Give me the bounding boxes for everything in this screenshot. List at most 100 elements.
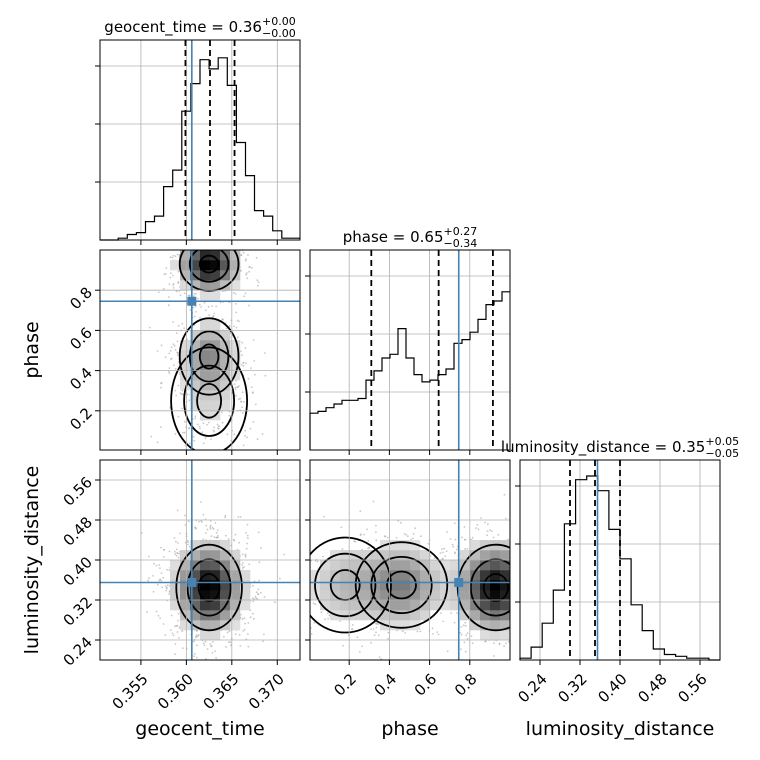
density-cell — [480, 580, 491, 591]
panel-title-phase: phase = 0.65+0.27−0.34 — [343, 225, 478, 250]
scatter-point — [198, 520, 200, 523]
density-cell — [220, 550, 231, 561]
scatter-point — [174, 653, 176, 656]
density-cell — [220, 570, 231, 581]
y-tick-label: 0.56 — [60, 473, 96, 509]
scatter-point — [221, 318, 224, 321]
scatter-point — [155, 564, 158, 567]
scatter-point — [217, 534, 219, 537]
scatter-point — [212, 528, 215, 530]
scatter-point — [263, 633, 265, 636]
x-tick-label: 0.355 — [109, 670, 152, 713]
density-cell — [200, 330, 211, 341]
scatter-point — [490, 530, 493, 532]
density-cell — [490, 550, 501, 561]
scatter-point — [460, 633, 463, 636]
scatter-point — [507, 538, 509, 541]
density-cell — [220, 610, 231, 621]
scatter-point — [453, 522, 456, 525]
density-cell — [360, 580, 371, 591]
density-cell — [370, 550, 381, 561]
histogram-phase — [309, 291, 510, 450]
density-cell — [480, 620, 491, 631]
panel-frame — [99, 249, 301, 451]
contour-line — [310, 536, 392, 634]
density-cell — [200, 580, 211, 591]
y-tick-label: 0.4 — [66, 364, 96, 394]
scatter-point — [213, 536, 216, 538]
scatter-point — [243, 628, 246, 631]
density-cell — [170, 600, 181, 611]
density-cell — [490, 600, 501, 611]
scatter-point — [342, 644, 344, 647]
scatter-point — [244, 429, 247, 432]
scatter-point — [158, 564, 161, 566]
density-cell — [190, 390, 201, 401]
scatter-point — [162, 287, 165, 290]
contour-line — [386, 570, 417, 600]
scatter-point — [264, 374, 267, 377]
scatter-point — [242, 630, 245, 632]
scatter-point — [257, 284, 259, 287]
scatter-point — [196, 644, 198, 647]
density-cell — [470, 620, 481, 631]
scatter-point — [245, 258, 248, 260]
scatter-point — [227, 641, 230, 644]
scatter-point — [183, 327, 186, 330]
scatter-point — [179, 392, 182, 395]
histogram-geocent_time — [100, 57, 300, 241]
scatter-point — [152, 590, 155, 593]
density-cell — [420, 610, 431, 621]
contour-line — [198, 254, 220, 274]
scatter-point — [464, 621, 467, 624]
density-cell — [180, 380, 191, 391]
scatter-point — [188, 399, 191, 402]
contour-line — [314, 552, 377, 618]
scatter-point — [313, 622, 316, 624]
scatter-point — [218, 428, 220, 430]
density-cell — [450, 560, 461, 571]
scatter-point — [263, 352, 266, 354]
scatter-point — [450, 612, 453, 614]
y-tick-label: 0.48 — [60, 513, 96, 549]
scatter-point — [327, 617, 330, 620]
scatter-point — [505, 517, 507, 520]
density-cell — [190, 340, 201, 351]
scatter-point — [212, 315, 215, 318]
scatter-point — [444, 555, 447, 558]
scatter-point — [372, 628, 375, 630]
density-cell — [230, 360, 241, 371]
scatter-point — [254, 403, 257, 406]
contour-line — [170, 346, 248, 450]
title-main: phase = 0.65 — [343, 228, 444, 246]
scatter-point — [316, 560, 319, 563]
density-cell — [490, 570, 501, 581]
scatter-point — [193, 655, 195, 657]
density-cell — [440, 590, 451, 601]
scatter-point — [175, 554, 178, 557]
scatter-point — [176, 340, 179, 343]
density-cell — [490, 560, 501, 571]
density-cell — [310, 570, 321, 581]
density-cell — [470, 550, 481, 561]
contour-line — [178, 250, 240, 292]
density-cell — [380, 610, 391, 621]
scatter-point — [176, 253, 179, 256]
scatter-point — [397, 520, 400, 522]
density-cell — [210, 400, 221, 411]
scatter-point — [442, 557, 444, 560]
scatter-point — [229, 644, 232, 647]
scatter-point — [164, 634, 167, 636]
scatter-point — [247, 645, 250, 648]
scatter-point — [480, 517, 482, 519]
density-cell — [190, 540, 201, 551]
scatter-point — [498, 643, 501, 646]
scatter-point — [243, 617, 246, 620]
scatter-point — [195, 293, 197, 295]
scatter-point — [141, 532, 143, 534]
density-cell — [210, 370, 221, 381]
scatter-point — [176, 631, 179, 633]
scatter-point — [163, 549, 166, 551]
scatter-point — [279, 577, 281, 580]
y-tick-label: 0.32 — [60, 593, 96, 629]
